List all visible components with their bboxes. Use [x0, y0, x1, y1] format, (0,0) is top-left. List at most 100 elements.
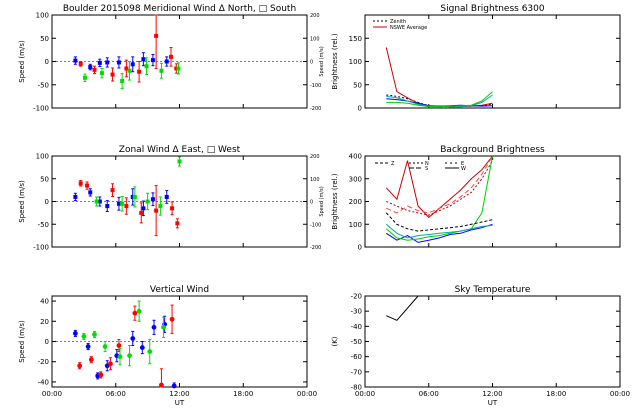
meridional-point: [154, 33, 159, 38]
vertical-point: [102, 344, 108, 349]
vertical-point: [72, 331, 78, 336]
signal-ytick-label: 150: [349, 35, 362, 43]
zonal-title: Zonal Wind Δ East, □ West: [119, 145, 241, 155]
zonal-point: [85, 183, 90, 188]
meridional-point: [130, 62, 135, 67]
vertical-point: [136, 308, 142, 314]
meridional-ytick-right-label: 0: [310, 60, 313, 66]
meridional-point: [105, 60, 110, 65]
vertical-point: [132, 310, 138, 316]
vertical-xlabel: UT: [175, 399, 185, 407]
zonal-point: [154, 208, 159, 213]
background-series-line: [385, 212, 493, 232]
sky-ytick-label: -50: [351, 338, 362, 346]
zonal-point: [110, 188, 115, 193]
signal-ytick-label: 0: [358, 105, 362, 113]
meridional-point: [116, 60, 121, 65]
vertical-title: Vertical Wind: [150, 285, 209, 295]
signal-legend-zenith: Zenith: [390, 19, 406, 25]
zonal-point: [124, 204, 129, 209]
vertical-ytick-label: -20: [38, 358, 49, 366]
zonal-point: [73, 194, 78, 199]
meridional-point: [150, 58, 155, 63]
vertical-ytick-label: 20: [40, 318, 49, 326]
background-ytick-label: 300: [349, 175, 362, 183]
zonal-point: [139, 210, 144, 215]
background-ylabel: Brightness (rel.): [331, 173, 339, 229]
sky-ytick-label: -40: [351, 323, 362, 331]
sky-ytick-label: -20: [351, 293, 362, 301]
meridional-ytick-right-label: 200: [310, 13, 320, 19]
zonal-ytick-right-label: 0: [310, 200, 313, 206]
meridional-point: [97, 60, 102, 65]
meridional-point: [120, 79, 125, 84]
background-ytick-label: 100: [349, 221, 362, 229]
meridional-point: [174, 66, 179, 71]
background-ytick-label: 400: [349, 153, 362, 161]
meridional-point: [124, 66, 129, 71]
vertical-xtick-label: 18:00: [233, 390, 253, 398]
meridional-point: [159, 68, 164, 73]
vertical-point: [85, 344, 91, 349]
background-legend-label: W: [461, 166, 466, 172]
background-series-line: [386, 155, 493, 214]
vertical-point: [127, 353, 132, 359]
meridional-ytick-label: -50: [38, 81, 49, 89]
zonal-ytick-right-label: 100: [310, 177, 320, 183]
vertical-point: [171, 383, 177, 389]
meridional-ytick-label: 50: [40, 35, 49, 43]
zonal-ytick-label: 50: [40, 175, 49, 183]
vertical-point: [81, 334, 87, 339]
zonal-point: [164, 194, 169, 199]
meridional-title: Boulder 2015098 Meridional Wind Δ North,…: [63, 4, 296, 14]
vertical-ylabel: Speed (m/s): [18, 320, 26, 363]
meridional-point: [88, 65, 93, 70]
zonal-ytick-right-label: 200: [310, 154, 320, 160]
zonal-point: [94, 199, 99, 204]
meridional-point: [164, 59, 169, 64]
zonal-ylabel: Speed (m/s): [18, 180, 26, 223]
sky-series-line: [386, 295, 419, 321]
vertical-point: [92, 332, 97, 337]
meridional-ytick-right-label: 100: [310, 36, 320, 42]
vertical-ytick-label: -40: [38, 378, 49, 386]
background-series-line: [385, 223, 493, 239]
vertical-point: [151, 324, 157, 330]
zonal-ytick-right-label: -100: [310, 222, 321, 228]
meridional-point: [141, 57, 146, 62]
vertical-point: [139, 345, 145, 350]
zonal-point: [132, 194, 137, 199]
zonal-ytick-right-label: -200: [310, 245, 321, 251]
vertical-point: [161, 324, 166, 330]
meridional-point: [169, 54, 173, 59]
sky-ytick-label: -30: [351, 308, 362, 316]
zonal-point: [116, 201, 121, 206]
vertical-xtick-label: 12:00: [169, 390, 189, 398]
meridional-ylabel-right: Speed (m/s): [319, 46, 325, 76]
vertical-point: [88, 357, 94, 363]
zonal-ytick-label: 100: [36, 153, 49, 161]
vertical-point: [159, 382, 164, 388]
meridional-point: [82, 75, 87, 80]
vertical-point: [130, 336, 136, 341]
sky-xtick-label: 12:00: [482, 390, 502, 398]
meridional-ytick-label: 0: [45, 58, 49, 66]
meridional-point: [73, 58, 78, 63]
vertical-ytick-label: 0: [45, 338, 49, 346]
zonal-ytick-label: 0: [45, 198, 49, 206]
vertical-xtick-label: 00:00: [297, 390, 317, 398]
vertical-point: [77, 363, 83, 369]
zonal-ytick-label: -100: [33, 244, 49, 252]
vertical-point: [169, 316, 175, 322]
meridional-ytick-right-label: -100: [310, 83, 321, 89]
background-series-line: [386, 223, 493, 243]
vertical-ytick-label: 40: [40, 298, 49, 306]
meridional-point: [78, 61, 83, 66]
zonal-ylabel-right: Speed (m/s): [319, 186, 325, 216]
sky-xtick-label: 18:00: [546, 390, 566, 398]
sky-ytick-label: -70: [351, 368, 362, 376]
signal-ylabel: Brightness (rel.): [331, 33, 339, 89]
sky-xtick-label: 00:00: [610, 390, 630, 398]
